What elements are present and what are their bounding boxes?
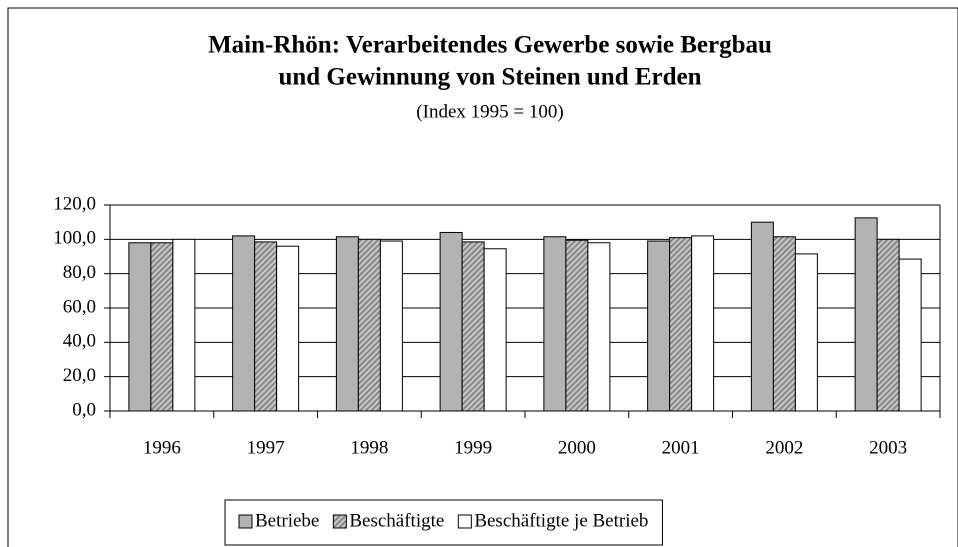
bar — [794, 253, 818, 412]
y-tick-label: 0,0 — [72, 399, 96, 420]
y-tick-label: 100,0 — [53, 228, 96, 249]
x-tick-label: 1997 — [247, 437, 285, 458]
x-tick-label: 2001 — [662, 437, 700, 458]
bar — [276, 245, 300, 412]
bar — [691, 235, 715, 412]
x-tick-label: 1998 — [350, 437, 388, 458]
x-tick-label: 2002 — [765, 437, 803, 458]
legend-label: Beschäftigte je Betrieb — [474, 510, 648, 531]
legend-swatch — [457, 514, 472, 529]
chart-border — [7, 7, 958, 547]
legend-label: Beschäftigte — [349, 510, 444, 531]
x-tick-label: 2003 — [869, 437, 907, 458]
bar — [565, 239, 589, 412]
chart-title: und Gewinnung von Steinen und Erden — [278, 64, 701, 91]
bar — [335, 236, 359, 412]
x-tick-label: 1999 — [454, 437, 492, 458]
chart-subtitle: (Index 1995 = 100) — [416, 101, 563, 122]
bar — [898, 258, 922, 412]
bar — [254, 241, 278, 412]
bar — [587, 242, 611, 412]
bar — [647, 240, 671, 412]
bar — [669, 237, 693, 412]
bar — [128, 242, 152, 412]
y-tick-label: 20,0 — [63, 365, 96, 386]
x-tick-label: 1996 — [143, 437, 181, 458]
y-tick-label: 40,0 — [63, 331, 96, 352]
bar — [172, 238, 196, 412]
bar — [439, 231, 463, 412]
bar — [854, 217, 878, 412]
bar — [150, 242, 174, 412]
bar — [750, 221, 774, 412]
chart-title: Main-Rhön: Verarbeitendes Gewerbe sowie … — [208, 32, 772, 59]
bar — [483, 248, 507, 412]
x-tick-label: 2000 — [558, 437, 596, 458]
y-tick-label: 120,0 — [53, 193, 96, 214]
legend-label: Betriebe — [255, 510, 319, 531]
bar — [461, 241, 485, 412]
y-tick-label: 80,0 — [63, 262, 96, 283]
bar — [232, 235, 256, 412]
bar — [357, 238, 381, 412]
bar — [543, 236, 567, 412]
bar — [772, 236, 796, 412]
legend-swatch — [238, 514, 253, 529]
bar — [876, 238, 900, 412]
legend-swatch — [332, 514, 347, 529]
legend — [224, 499, 663, 546]
bar — [379, 240, 403, 412]
y-tick-label: 60,0 — [63, 296, 96, 317]
